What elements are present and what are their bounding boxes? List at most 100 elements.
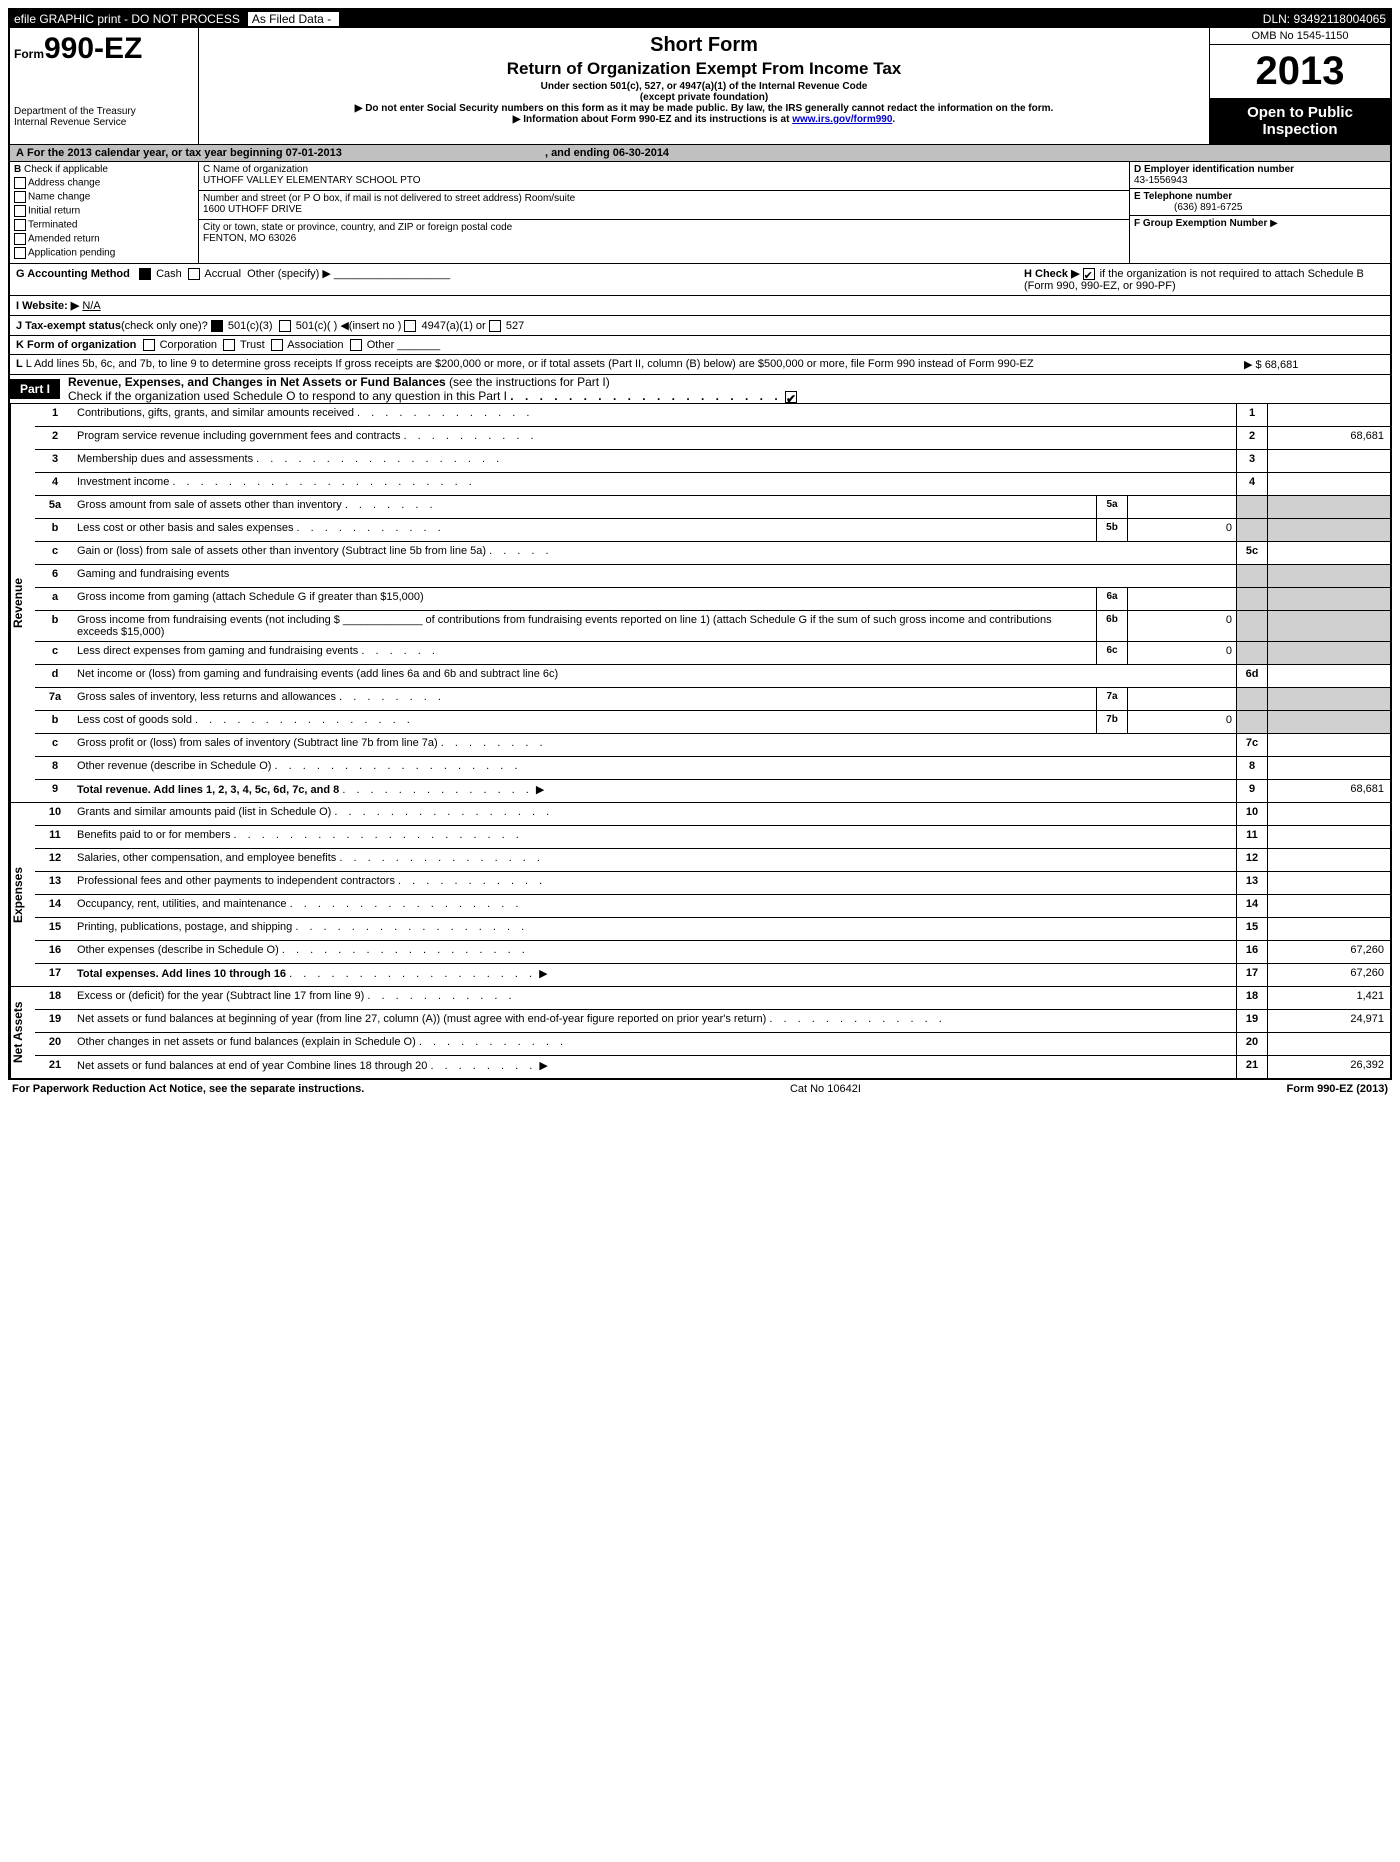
n18: 18 xyxy=(35,987,75,1009)
d1: Contributions, gifts, grants, and simila… xyxy=(77,407,354,419)
h-label: H Check ▶ xyxy=(1024,268,1080,280)
d13: Professional fees and other payments to … xyxy=(77,875,395,887)
lbl-501c3: 501(c)(3) xyxy=(228,320,273,332)
line-gh: G Accounting Method ✔ Cash Accrual Other… xyxy=(10,264,1390,296)
b6c xyxy=(1236,642,1267,664)
chk-name[interactable] xyxy=(14,191,26,203)
n14: 14 xyxy=(35,895,75,917)
v3 xyxy=(1267,450,1390,472)
n7c: c xyxy=(35,734,75,756)
lbl-initial: Initial return xyxy=(28,206,80,217)
e-label: E Telephone number xyxy=(1134,191,1232,202)
chk-schedule-o[interactable]: ✔ xyxy=(785,391,797,403)
b1: 1 xyxy=(1236,404,1267,426)
chk-terminated[interactable] xyxy=(14,219,26,231)
a-label: A xyxy=(16,147,24,159)
lbl-corp: Corporation xyxy=(160,339,217,351)
v8 xyxy=(1267,757,1390,779)
n5c: c xyxy=(35,542,75,564)
sv6a xyxy=(1128,588,1236,610)
b-text: Check if applicable xyxy=(24,164,108,175)
chk-pending[interactable] xyxy=(14,247,26,259)
n6c: c xyxy=(35,642,75,664)
f-arrow: ▶ xyxy=(1270,218,1278,229)
d5b: Less cost or other basis and sales expen… xyxy=(77,522,293,534)
line-l: L L Add lines 5b, 6c, and 7b, to line 9 … xyxy=(10,355,1390,375)
b7b xyxy=(1236,711,1267,733)
d6a: Gross income from gaming (attach Schedul… xyxy=(77,591,424,603)
d6b: Gross income from fundraising events (no… xyxy=(77,614,1052,638)
check-column: B Check if applicable Address change Nam… xyxy=(10,162,198,263)
lbl-accrual: Accrual xyxy=(204,268,241,280)
part1-header: Part I Revenue, Expenses, and Changes in… xyxy=(10,375,1390,404)
chk-4947[interactable] xyxy=(404,320,416,332)
sb5b: 5b xyxy=(1096,519,1128,541)
v5b xyxy=(1267,519,1390,541)
d15: Printing, publications, postage, and shi… xyxy=(77,921,292,933)
d20: Other changes in net assets or fund bala… xyxy=(77,1036,416,1048)
b11: 11 xyxy=(1236,826,1267,848)
c-city: FENTON, MO 63026 xyxy=(203,233,1125,244)
chk-accrual[interactable] xyxy=(188,268,200,280)
chk-527[interactable] xyxy=(489,320,501,332)
v6 xyxy=(1267,565,1390,587)
top-bar: efile GRAPHIC print - DO NOT PROCESS As … xyxy=(10,10,1390,28)
chk-cash[interactable]: ✔ xyxy=(139,268,151,280)
under-section: Under section 501(c), 527, or 4947(a)(1)… xyxy=(207,81,1201,92)
b10: 10 xyxy=(1236,803,1267,825)
chk-initial[interactable] xyxy=(14,205,26,217)
chk-address[interactable] xyxy=(14,177,26,189)
n16: 16 xyxy=(35,941,75,963)
d14: Occupancy, rent, utilities, and maintena… xyxy=(77,898,287,910)
sv5a xyxy=(1128,496,1236,518)
d11: Benefits paid to or for members xyxy=(77,829,230,841)
chk-amended[interactable] xyxy=(14,233,26,245)
sb7a: 7a xyxy=(1096,688,1128,710)
v13 xyxy=(1267,872,1390,894)
chk-assoc[interactable] xyxy=(271,339,283,351)
chk-501c[interactable] xyxy=(279,320,291,332)
n6b: b xyxy=(35,611,75,641)
sv6c: 0 xyxy=(1128,642,1236,664)
d-label: D Employer identification number xyxy=(1134,164,1294,175)
lbl-kother: Other xyxy=(367,339,395,351)
d6d: Net income or (loss) from gaming and fun… xyxy=(77,668,558,680)
d10: Grants and similar amounts paid (list in… xyxy=(77,806,331,818)
lbl-4947: 4947(a)(1) or xyxy=(422,320,486,332)
except-label: (except private foundation) xyxy=(207,92,1201,103)
dept-label: Department of the Treasury xyxy=(14,106,194,117)
d17: Total expenses. Add lines 10 through 16 xyxy=(77,968,286,980)
d19: Net assets or fund balances at beginning… xyxy=(77,1013,766,1025)
v2: 68,681 xyxy=(1267,427,1390,449)
chk-kother[interactable] xyxy=(350,339,362,351)
footer-right: Form 990-EZ (2013) xyxy=(1287,1083,1388,1095)
v16: 67,260 xyxy=(1267,941,1390,963)
netassets-section: Net Assets 18Excess or (deficit) for the… xyxy=(10,986,1390,1078)
expenses-vert-label: Expenses xyxy=(10,803,35,986)
c-label: C Name of organization xyxy=(203,164,1125,175)
d5c: Gain or (loss) from sale of assets other… xyxy=(77,545,486,557)
n2: 2 xyxy=(35,427,75,449)
chk-501c3[interactable]: ✔ xyxy=(211,320,223,332)
chk-trust[interactable] xyxy=(223,339,235,351)
chk-h[interactable]: ✔ xyxy=(1083,268,1095,280)
v7a xyxy=(1267,688,1390,710)
line-i: I Website: ▶ N/A xyxy=(10,296,1390,316)
info-link[interactable]: www.irs.gov/form990 xyxy=(792,114,892,125)
sb6c: 6c xyxy=(1096,642,1128,664)
part1-label: Part I xyxy=(10,379,60,399)
d4: Investment income xyxy=(77,476,169,488)
chk-corp[interactable] xyxy=(143,339,155,351)
n3: 3 xyxy=(35,450,75,472)
sv7a xyxy=(1128,688,1236,710)
lbl-assoc: Association xyxy=(287,339,343,351)
sv5b: 0 xyxy=(1128,519,1236,541)
form-prefix: Form xyxy=(14,47,44,61)
section-bcdef: B Check if applicable Address change Nam… xyxy=(10,162,1390,264)
c-addr-label: Number and street (or P O box, if mail i… xyxy=(203,193,1125,204)
v14 xyxy=(1267,895,1390,917)
d6c: Less direct expenses from gaming and fun… xyxy=(77,645,358,657)
b6 xyxy=(1236,565,1267,587)
n7a: 7a xyxy=(35,688,75,710)
b19: 19 xyxy=(1236,1010,1267,1032)
